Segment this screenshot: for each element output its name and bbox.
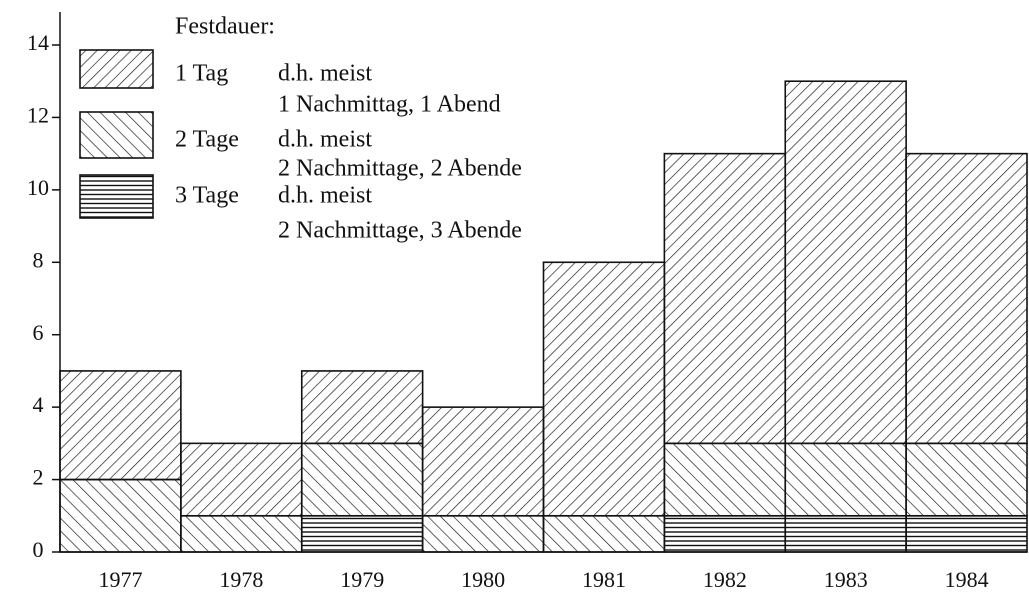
x-tick-label: 1981 <box>582 567 626 592</box>
legend-description: 2 Nachmittage, 3 Abende <box>278 218 522 244</box>
x-tick-label: 1978 <box>219 567 263 592</box>
legend-swatch <box>79 111 154 159</box>
bar-segment <box>180 514 303 553</box>
bar-segment <box>905 514 1028 553</box>
legend-label: 3 Tage <box>175 183 239 209</box>
bar-segment <box>300 370 424 445</box>
bar-segment <box>784 80 907 445</box>
y-tick-label: 6 <box>33 320 44 345</box>
bar-segment <box>542 514 666 553</box>
legend-label: 2 Tage <box>175 127 239 153</box>
y-tick-label: 10 <box>27 175 49 200</box>
bar-segment <box>300 514 424 553</box>
bar-segment <box>663 152 787 445</box>
legend-label: 1 Tag <box>175 61 228 87</box>
bar-segment <box>300 442 424 517</box>
bar-segment <box>784 442 907 517</box>
legend-description: d.h. meist <box>278 183 372 209</box>
y-tick-label: 14 <box>27 30 49 55</box>
legend-title: Festdauer: <box>175 14 275 40</box>
bar-segment <box>421 514 545 553</box>
legend-swatch <box>79 49 154 89</box>
legend-description: d.h. meist <box>278 61 372 87</box>
bar-segment <box>542 261 666 517</box>
y-tick-label: 0 <box>33 537 44 562</box>
legend-description: 2 Nachmittage, 2 Abende <box>278 156 522 182</box>
y-tick-label: 2 <box>33 465 44 490</box>
bar-segment <box>59 370 182 481</box>
x-tick-label: 1982 <box>703 567 747 592</box>
legend-swatch <box>79 174 154 219</box>
y-tick-label: 8 <box>33 247 44 272</box>
x-tick-label: 1983 <box>824 567 868 592</box>
bar-segment <box>421 406 545 517</box>
bar-segment <box>905 442 1028 517</box>
bar-segment <box>905 152 1028 445</box>
y-tick-label: 4 <box>33 392 44 417</box>
bar-segment <box>663 442 787 517</box>
legend-description: 1 Nachmittag, 1 Abend <box>278 92 501 118</box>
bar-segment <box>784 514 907 553</box>
x-tick-label: 1977 <box>98 567 142 592</box>
y-tick-label: 12 <box>27 102 49 127</box>
bar-segment <box>59 478 182 553</box>
x-tick-label: 1984 <box>945 567 989 592</box>
x-tick-label: 1980 <box>461 567 505 592</box>
legend-description: d.h. meist <box>278 127 372 153</box>
x-tick-label: 1979 <box>340 567 384 592</box>
bar-segment <box>663 514 787 553</box>
bar-segment <box>180 442 303 517</box>
